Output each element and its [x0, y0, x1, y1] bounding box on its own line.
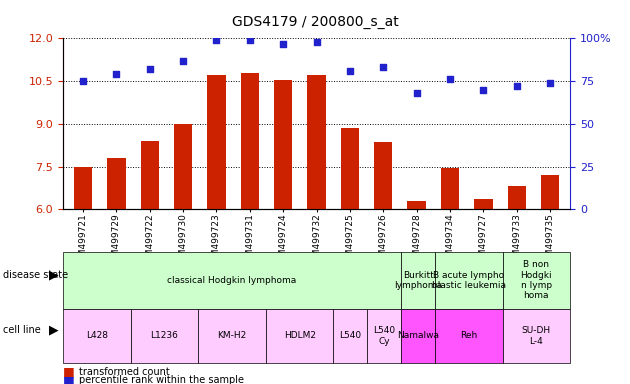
Text: GDS4179 / 200800_s_at: GDS4179 / 200800_s_at [232, 15, 398, 29]
Bar [174, 124, 192, 209]
Bar [341, 128, 359, 209]
Text: classical Hodgkin lymphoma: classical Hodgkin lymphoma [168, 276, 297, 285]
Bar [74, 167, 92, 209]
Bar [107, 158, 125, 209]
Bar [307, 75, 326, 209]
Text: L540: L540 [340, 331, 362, 341]
Point [212, 37, 222, 43]
Text: ▶: ▶ [49, 324, 59, 337]
Text: L540
Cy: L540 Cy [373, 326, 395, 346]
Text: transformed count: transformed count [79, 367, 169, 377]
Bar [140, 141, 159, 209]
Bar [508, 187, 526, 209]
Point [278, 40, 289, 46]
Bar [541, 175, 559, 209]
Bar [207, 75, 226, 209]
Text: HDLM2: HDLM2 [284, 331, 316, 341]
Text: ■: ■ [63, 374, 75, 384]
Point [345, 68, 355, 74]
Point [145, 66, 155, 72]
Bar [374, 142, 392, 209]
Point [112, 71, 122, 77]
Point [545, 80, 555, 86]
Text: percentile rank within the sample: percentile rank within the sample [79, 375, 244, 384]
Text: cell line: cell line [3, 325, 41, 335]
Text: B non
Hodgki
n lymp
homa: B non Hodgki n lymp homa [520, 260, 552, 300]
Text: Reh: Reh [460, 331, 478, 341]
Text: SU-DH
L-4: SU-DH L-4 [522, 326, 551, 346]
Point [512, 83, 522, 89]
Point [445, 76, 455, 83]
Text: Namalwa: Namalwa [397, 331, 439, 341]
Text: L428: L428 [86, 331, 108, 341]
Bar [408, 201, 426, 209]
Point [411, 90, 421, 96]
Text: ■: ■ [63, 365, 75, 378]
Text: Burkitt
lymphoma: Burkitt lymphoma [394, 271, 442, 290]
Bar [241, 73, 259, 209]
Bar [474, 199, 493, 209]
Text: L1236: L1236 [151, 331, 178, 341]
Point [378, 65, 388, 71]
Point [245, 37, 255, 43]
Text: ▶: ▶ [49, 268, 59, 281]
Bar [441, 168, 459, 209]
Text: B acute lympho
blastic leukemia: B acute lympho blastic leukemia [432, 271, 506, 290]
Point [478, 87, 488, 93]
Point [178, 58, 188, 64]
Text: disease state: disease state [3, 270, 68, 280]
Point [311, 39, 321, 45]
Text: KM-H2: KM-H2 [217, 331, 247, 341]
Point [78, 78, 88, 84]
Bar [274, 80, 292, 209]
